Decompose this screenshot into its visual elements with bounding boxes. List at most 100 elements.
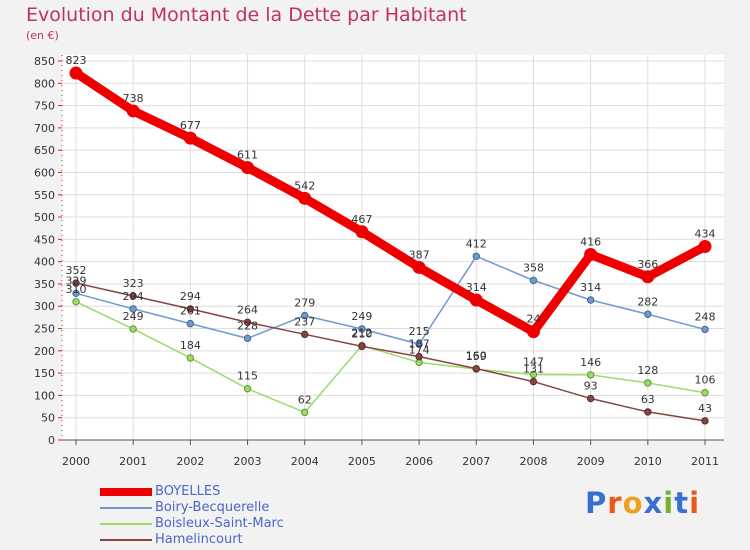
data-label-boiry-becquerelle: 329 [66, 274, 87, 287]
data-point-boiry-becquerelle [472, 252, 480, 260]
y-tick-label: 150 [34, 367, 55, 380]
data-label-hamelincourt: 43 [698, 402, 712, 415]
data-point-boyelles [469, 293, 483, 307]
x-tick-label: 2011 [691, 455, 719, 468]
data-label-boisleux-saint-marc: 184 [180, 339, 201, 352]
x-tick-label: 2010 [634, 455, 662, 468]
data-label-hamelincourt: 237 [294, 315, 315, 328]
data-point-hamelincourt [472, 364, 480, 373]
y-tick-label: 750 [34, 100, 55, 113]
data-label-boyelles: 366 [637, 258, 658, 271]
data-label-boiry-becquerelle: 215 [409, 325, 430, 338]
data-point-hamelincourt [701, 417, 709, 425]
data-point-boyelles [355, 225, 369, 239]
data-label-hamelincourt: 187 [409, 338, 430, 351]
y-tick-label: 450 [34, 233, 55, 246]
data-label-boisleux-saint-marc: 249 [123, 310, 144, 323]
data-point-boisleux-saint-marc [129, 325, 137, 333]
data-label-boiry-becquerelle: 358 [523, 261, 544, 274]
legend-label-boisleux-saint-marc: Boisleux-Saint-Marc [155, 516, 284, 531]
data-label-boiry-becquerelle: 261 [180, 305, 201, 318]
data-point-boiry-becquerelle [72, 289, 80, 298]
x-tick-label: 2009 [577, 455, 605, 468]
data-label-boiry-becquerelle: 282 [637, 295, 658, 308]
data-label-hamelincourt: 294 [180, 290, 201, 303]
data-point-hamelincourt [301, 330, 309, 339]
data-point-boiry-becquerelle [129, 305, 137, 313]
legend-swatch-boiry-becquerelle [100, 507, 152, 509]
data-point-boyelles [183, 131, 197, 145]
data-label-hamelincourt: 210 [351, 327, 372, 340]
data-label-boyelles: 738 [123, 92, 144, 105]
data-label-boiry-becquerelle: 249 [351, 310, 372, 323]
data-point-hamelincourt [586, 394, 595, 403]
y-tick-label: 0 [48, 434, 55, 447]
legend-label-boyelles: BOYELLES [155, 484, 221, 499]
data-label-boyelles: 434 [695, 227, 716, 240]
x-tick-label: 2007 [462, 455, 490, 468]
data-label-boisleux-saint-marc: 128 [637, 364, 658, 377]
x-tick-label: 2004 [291, 455, 319, 468]
data-point-boyelles [698, 239, 712, 253]
data-point-hamelincourt [72, 279, 80, 287]
data-point-boyelles [241, 161, 255, 175]
data-label-boisleux-saint-marc: 62 [298, 393, 312, 406]
y-tick-label: 200 [34, 345, 55, 358]
data-point-boisleux-saint-marc [644, 379, 652, 387]
y-tick-label: 250 [34, 323, 55, 336]
data-point-boyelles [584, 248, 598, 262]
logo-letter: i [663, 486, 675, 520]
data-label-hamelincourt: 160 [466, 350, 487, 363]
chart-title: Evolution du Montant de la Dette par Hab… [26, 4, 467, 26]
data-label-boisleux-saint-marc: 146 [580, 356, 601, 369]
data-point-boiry-becquerelle [301, 311, 309, 320]
data-label-boisleux-saint-marc: 212 [351, 326, 372, 339]
data-label-boyelles: 823 [66, 54, 87, 67]
chart-unit-label: (en €) [26, 29, 59, 42]
logo-letter: x [643, 486, 664, 520]
y-tick-label: 100 [34, 389, 55, 402]
data-label-boyelles: 611 [237, 149, 258, 162]
data-point-boiry-becquerelle [358, 325, 366, 333]
data-label-boiry-becquerelle: 412 [466, 237, 487, 250]
x-tick-label: 2008 [519, 455, 547, 468]
data-point-boyelles [412, 260, 426, 274]
data-label-boyelles: 467 [351, 213, 372, 226]
data-point-boisleux-saint-marc [243, 385, 252, 393]
series-line-boyelles [71, 68, 710, 337]
data-point-boiry-becquerelle [529, 276, 538, 285]
data-label-boisleux-saint-marc: 147 [523, 355, 544, 368]
data-point-hamelincourt [644, 408, 652, 416]
legend-swatch-boyelles [100, 488, 152, 496]
logo-letter: r [607, 486, 623, 520]
data-label-boyelles: 314 [466, 281, 487, 294]
data-point-boiry-becquerelle [586, 296, 595, 304]
data-point-boyelles [126, 104, 140, 118]
data-label-boiry-becquerelle: 314 [580, 281, 601, 294]
x-tick-label: 2000 [62, 455, 90, 468]
data-label-hamelincourt: 352 [66, 264, 87, 277]
proxiti-logo[interactable]: Proxiti [585, 486, 700, 520]
y-tick-label: 300 [34, 300, 55, 313]
data-label-boiry-becquerelle: 248 [695, 310, 716, 323]
data-point-boisleux-saint-marc [301, 408, 309, 417]
x-tick-label: 2002 [176, 455, 204, 468]
data-label-hamelincourt: 264 [237, 303, 258, 316]
data-point-hamelincourt [243, 318, 252, 326]
series-line-boisleux-saint-marc [75, 301, 706, 414]
data-point-boiry-becquerelle [644, 310, 652, 318]
data-label-boyelles: 677 [180, 119, 201, 132]
x-tick-label: 2005 [348, 455, 376, 468]
data-label-boisleux-saint-marc: 174 [409, 343, 430, 356]
legend-label-boiry-becquerelle: Boiry-Becquerelle [155, 500, 270, 515]
data-point-boiry-becquerelle [243, 334, 252, 343]
data-point-boiry-becquerelle [415, 340, 423, 348]
y-tick-label: 550 [34, 189, 55, 202]
legend-swatch-boisleux-saint-marc [100, 523, 152, 525]
x-tick-label: 2003 [234, 455, 262, 468]
data-point-hamelincourt [129, 292, 137, 300]
series-line-hamelincourt [75, 282, 706, 422]
data-point-hamelincourt [529, 377, 538, 386]
